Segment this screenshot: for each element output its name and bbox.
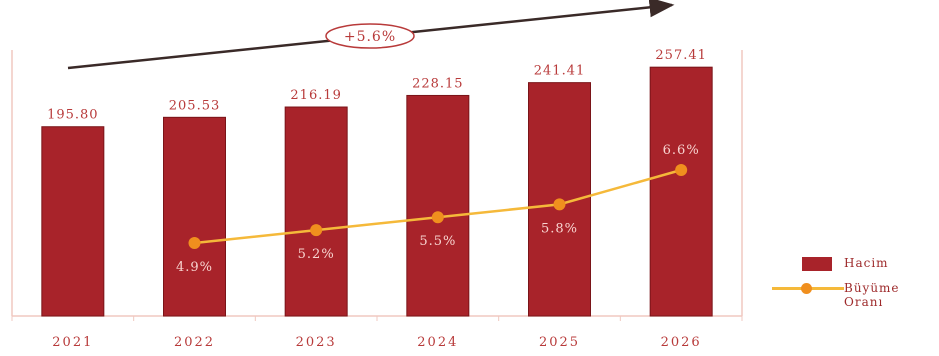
- growth-label-2026: 6.6%: [663, 143, 700, 158]
- bar-value-label-2024: 228.15: [412, 76, 464, 91]
- bar-2023: [284, 106, 348, 317]
- annotation-ellipse: [325, 23, 415, 49]
- bar-2026: [649, 66, 713, 317]
- legend-label-volume: Hacim: [844, 256, 889, 270]
- growth-label-2024: 5.5%: [419, 234, 456, 249]
- growth-point-2025: [553, 198, 566, 211]
- bar-2024: [406, 94, 470, 317]
- bars-group: [41, 66, 713, 317]
- growth-line-group: 4.9% 5.2% 5.5% 5.8% 6.6%: [176, 143, 700, 275]
- legend-item-line: Büyüme Oranı: [772, 281, 937, 309]
- growth-point-2023: [310, 224, 323, 237]
- bar-2021: [41, 126, 105, 317]
- x-tick-label-2022: 2022: [174, 335, 215, 350]
- x-tick-label-2026: 2026: [661, 335, 702, 350]
- bar-value-label-2026: 257.41: [655, 48, 707, 63]
- x-tick-label-2024: 2024: [417, 335, 458, 350]
- growth-point-2024: [431, 211, 444, 224]
- legend: Hacim Büyüme Oranı: [772, 256, 937, 319]
- growth-label-2023: 5.2%: [298, 247, 335, 262]
- x-tick-label-2025: 2025: [539, 335, 580, 350]
- x-tick-label-2021: 2021: [52, 335, 93, 350]
- bar-value-label-2021: 195.80: [47, 108, 99, 123]
- chart-frame: [11, 50, 743, 321]
- legend-label-growth: Büyüme Oranı: [844, 281, 900, 309]
- growth-point-2026: [675, 164, 688, 176]
- legend-item-bar: Hacim: [772, 256, 937, 271]
- bar-2022: [163, 116, 226, 317]
- legend-swatch-bar: [802, 257, 832, 271]
- annotation-label: +5.6%: [344, 29, 396, 45]
- growth-point-2022: [188, 237, 201, 249]
- growth-label-2022: 4.9%: [176, 260, 213, 275]
- x-tick-label-2023: 2023: [296, 335, 337, 350]
- x-tick-labels: 2021 2022 2023 2024 2025 2026: [52, 335, 702, 350]
- bar-labels-group: 195.80 205.53 216.19 228.15 241.41 257.41: [47, 48, 707, 123]
- bar-value-label-2023: 216.19: [290, 88, 342, 103]
- growth-label-2025: 5.8%: [541, 221, 578, 236]
- bar-value-label-2022: 205.53: [169, 98, 221, 113]
- trend-arrow: +5.6%: [67, 0, 675, 70]
- bar-value-label-2025: 241.41: [534, 64, 586, 79]
- legend-swatch-line: [772, 281, 844, 295]
